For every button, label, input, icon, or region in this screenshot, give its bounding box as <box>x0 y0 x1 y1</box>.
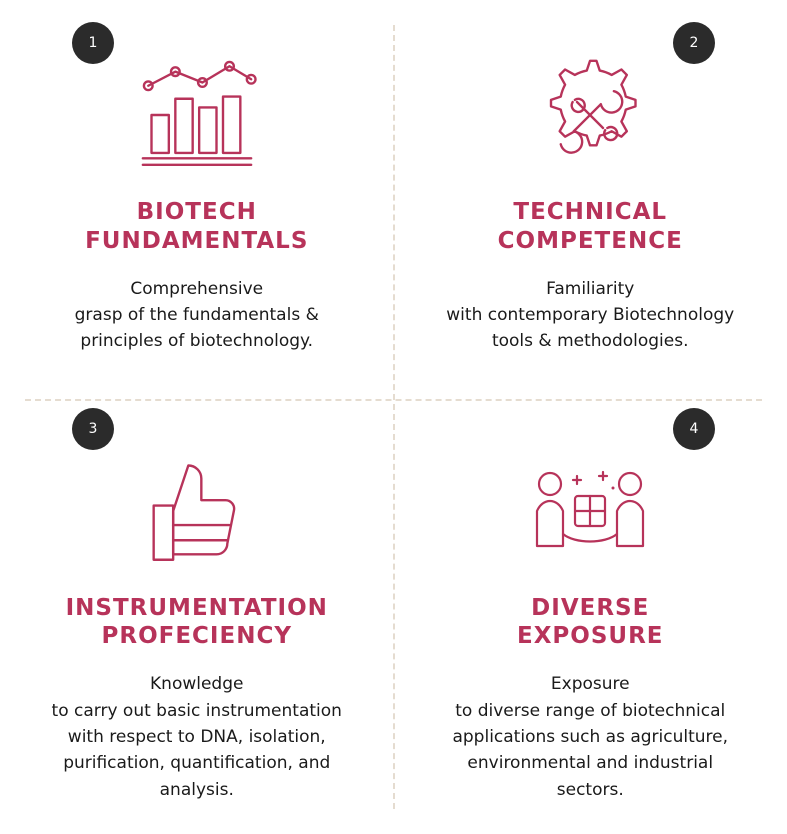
feature-description: Comprehensive grasp of the fundamentals … <box>75 276 319 355</box>
gear-wrench-icon <box>515 50 665 180</box>
feature-title: DIVERSE EXPOSURE <box>517 594 664 652</box>
number-badge: 1 <box>72 22 114 64</box>
feature-cell-1: 1 BIOTECH FUNDAMENTALS Comprehensive gra… <box>0 0 394 386</box>
feature-description: Knowledge to carry out basic instrumenta… <box>52 671 342 803</box>
feature-cell-3: 3 INSTRUMENTATION PROFECIENCY Knowledge … <box>0 386 394 834</box>
feature-title: INSTRUMENTATION PROFECIENCY <box>66 594 328 652</box>
feature-title: TECHNICAL COMPETENCE <box>498 198 683 256</box>
feature-description: Familiarity with contemporary Biotechnol… <box>446 276 734 355</box>
chart-icon <box>122 50 272 180</box>
thumbs-up-icon <box>122 446 272 576</box>
feature-description: Exposure to diverse range of biotechnica… <box>452 671 728 803</box>
number-badge: 2 <box>673 22 715 64</box>
feature-cell-2: 2 TECHNICAL COMPETENCE Familiarity with … <box>394 0 787 386</box>
feature-grid: 1 BIOTECH FUNDAMENTALS Comprehensive gra… <box>0 0 787 834</box>
number-badge: 4 <box>673 408 715 450</box>
number-badge: 3 <box>72 408 114 450</box>
collaboration-icon <box>515 446 665 576</box>
feature-cell-4: 4 DIVERSE EXPOSURE Exposure to diverse r… <box>394 386 787 834</box>
feature-title: BIOTECH FUNDAMENTALS <box>85 198 308 256</box>
